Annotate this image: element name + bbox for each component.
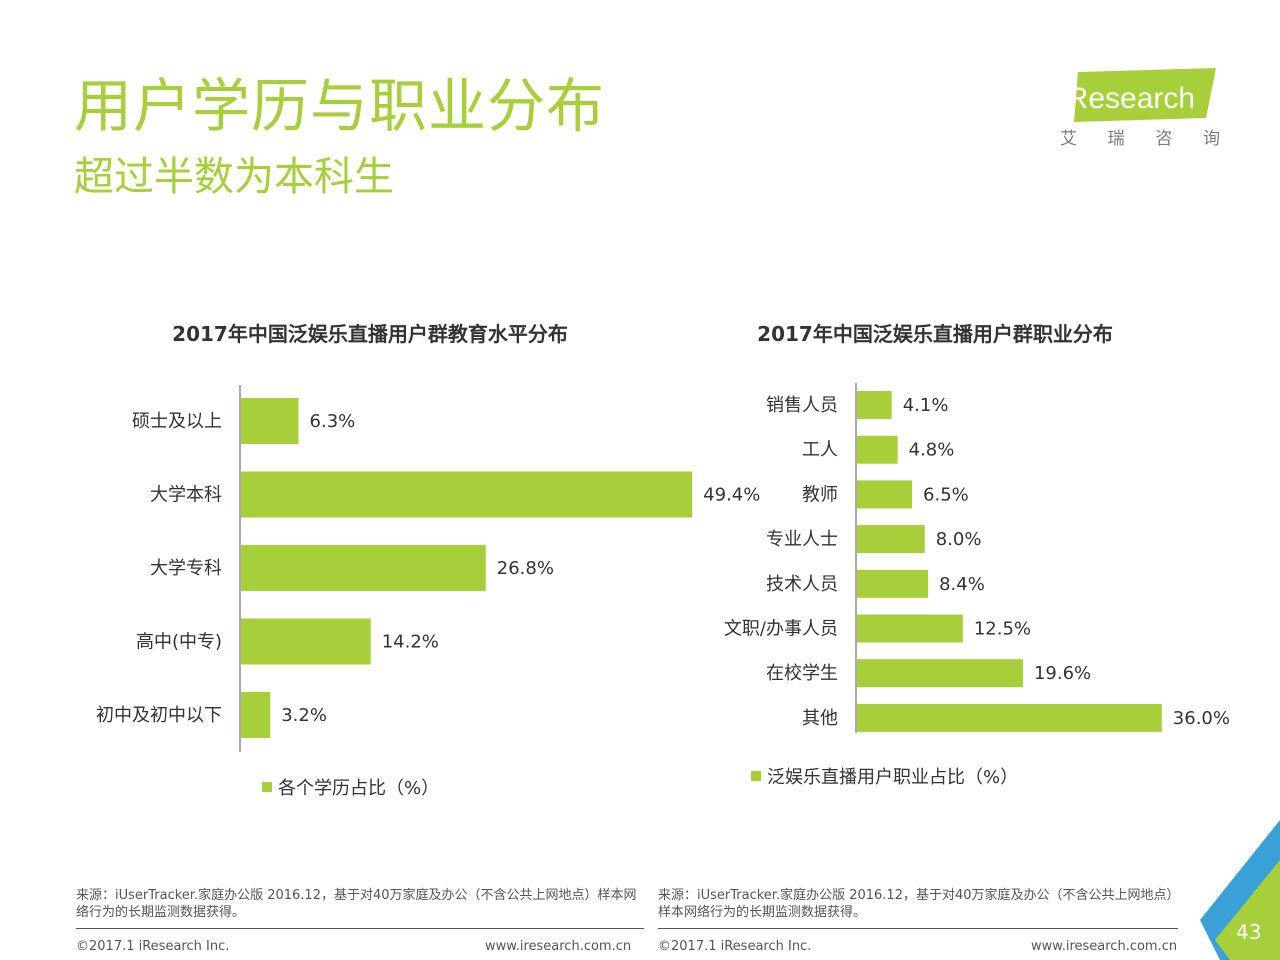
logo-chinese: 艾 瑞 咨 询 [1060, 124, 1220, 149]
bar [857, 703, 1162, 732]
value-label: 4.8% [909, 440, 955, 461]
education-legend: 各个学历占比（%） [262, 774, 439, 800]
occupation-chart-title: 2017年中国泛娱乐直播用户群职业分布 [757, 322, 1113, 346]
category-label: 硕士及以上 [132, 411, 222, 432]
logo-char: 询 [1202, 129, 1220, 149]
svg-text:iResearch: iResearch [1060, 82, 1195, 115]
bar [857, 659, 1023, 688]
category-label: 工人 [802, 440, 838, 461]
legend-swatch [751, 771, 761, 781]
value-label: 6.5% [923, 484, 969, 505]
education-chart-title: 2017年中国泛娱乐直播用户群教育水平分布 [172, 322, 568, 346]
category-label: 教师 [802, 484, 838, 505]
logo-char: 艾 [1060, 129, 1077, 149]
bar [857, 614, 963, 643]
category-label: 文职/办事人员 [724, 619, 838, 640]
value-label: 4.1% [903, 395, 949, 416]
category-label: 大学本科 [150, 485, 222, 506]
page-title: 用户学历与职业分布 [74, 72, 606, 140]
category-label: 高中(中专) [136, 632, 222, 653]
bar [857, 435, 898, 464]
copyright-right: ©2017.1 iResearch Inc. [658, 939, 812, 954]
bar [241, 398, 299, 444]
category-label: 专业人士 [766, 529, 838, 550]
value-label: 14.2% [382, 632, 439, 653]
value-label: 8.0% [936, 529, 982, 550]
category-label: 其他 [802, 708, 838, 729]
page-subtitle: 超过半数为本科生 [74, 154, 394, 200]
source-note-left: 来源：iUserTracker.家庭办公版 2016.12，基于对40万家庭及办… [76, 888, 637, 920]
category-label: 技术人员 [766, 574, 838, 595]
legend-swatch [262, 782, 272, 792]
bar [241, 545, 486, 591]
bar [241, 618, 371, 665]
bar [857, 391, 892, 419]
bar [241, 471, 693, 518]
copyright-left: ©2017.1 iResearch Inc. [76, 939, 230, 954]
value-label: 36.0% [1173, 708, 1230, 729]
website-right: www.iresearch.com.cn [1031, 939, 1178, 954]
legend-label: 各个学历占比（%） [278, 778, 440, 799]
value-label: 8.4% [939, 574, 985, 595]
source-note-right: 来源：iUserTracker.家庭办公版 2016.12，基于对40万家庭及办… [658, 888, 1180, 920]
category-label: 初中及初中以下 [96, 705, 222, 726]
value-label: 19.6% [1034, 663, 1091, 684]
bar [241, 692, 271, 738]
category-label: 大学专科 [150, 558, 222, 579]
page-number: 43 [1236, 920, 1262, 944]
logo-char: 咨 [1155, 129, 1173, 149]
value-label: 26.8% [497, 558, 554, 579]
logo-char: 瑞 [1107, 129, 1125, 149]
value-label: 3.2% [281, 705, 327, 726]
corner-decoration [1200, 820, 1280, 960]
value-label: 12.5% [974, 619, 1031, 640]
value-label: 6.3% [310, 411, 356, 432]
legend-label: 泛娱乐直播用户职业占比（%） [767, 767, 1019, 788]
bar [857, 525, 925, 554]
bar [857, 480, 913, 509]
footer-divider [76, 928, 644, 929]
bar [857, 569, 929, 598]
category-label: 销售人员 [766, 395, 838, 416]
footer-divider [658, 928, 1178, 929]
occupation-legend: 泛娱乐直播用户职业占比（%） [751, 763, 1018, 789]
value-label: 49.4% [703, 485, 760, 506]
iresearch-logo: iResearch [1060, 68, 1216, 122]
category-label: 在校学生 [766, 663, 838, 684]
website-left: www.iresearch.com.cn [485, 939, 632, 954]
